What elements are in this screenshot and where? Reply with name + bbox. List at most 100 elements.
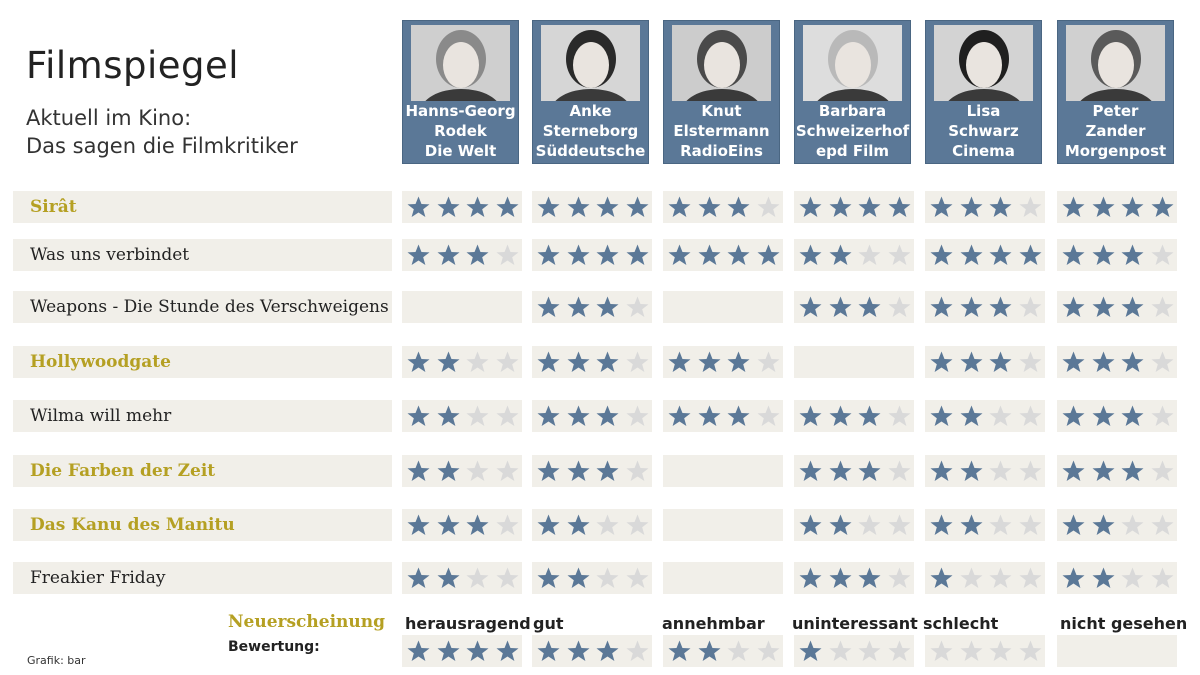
critic-name: Lisa Schwarz Cinema: [926, 101, 1041, 161]
star-empty-icon: [626, 351, 649, 373]
star-filled-icon: [407, 567, 430, 589]
star-filled-icon: [1092, 567, 1115, 589]
star-filled-icon: [596, 196, 619, 218]
star-empty-icon: [1019, 567, 1042, 589]
star-filled-icon: [1062, 405, 1085, 427]
star-filled-icon: [1121, 244, 1144, 266]
rating-cell: [663, 509, 783, 541]
star-filled-icon: [668, 405, 691, 427]
star-empty-icon: [496, 460, 519, 482]
rating-cell: [402, 509, 522, 541]
star-filled-icon: [1121, 405, 1144, 427]
star-filled-icon: [799, 567, 822, 589]
star-filled-icon: [537, 244, 560, 266]
star-filled-icon: [407, 405, 430, 427]
star-filled-icon: [1062, 514, 1085, 536]
legend-level-label: annehmbar: [662, 614, 765, 633]
source-credit: Grafik: bar: [27, 654, 86, 667]
star-empty-icon: [1121, 514, 1144, 536]
star-filled-icon: [1151, 196, 1174, 218]
star-filled-icon: [596, 460, 619, 482]
rating-cell: [794, 562, 914, 594]
rating-cell: [532, 239, 652, 271]
star-filled-icon: [698, 196, 721, 218]
rating-cell: [925, 291, 1045, 323]
critic-name-line: Knut: [701, 102, 742, 120]
rating-cell: [1057, 346, 1177, 378]
critic-outlet: Morgenpost: [1064, 142, 1167, 160]
star-filled-icon: [596, 351, 619, 373]
star-filled-icon: [596, 640, 619, 662]
star-empty-icon: [989, 640, 1012, 662]
critic-name-line: Anke: [569, 102, 612, 120]
star-filled-icon: [567, 567, 590, 589]
star-filled-icon: [930, 296, 953, 318]
star-empty-icon: [888, 405, 911, 427]
star-empty-icon: [1151, 296, 1174, 318]
star-filled-icon: [407, 460, 430, 482]
star-filled-icon: [437, 567, 460, 589]
star-filled-icon: [960, 514, 983, 536]
critic-outlet: epd Film: [815, 142, 890, 160]
legend-new-release-label: Neuerscheinung: [228, 612, 386, 632]
critic-photo: [1066, 25, 1165, 101]
star-filled-icon: [437, 460, 460, 482]
star-filled-icon: [567, 640, 590, 662]
star-filled-icon: [799, 196, 822, 218]
star-empty-icon: [1151, 351, 1174, 373]
rating-cell: [663, 291, 783, 323]
rating-cell: [402, 291, 522, 323]
star-empty-icon: [1019, 196, 1042, 218]
star-empty-icon: [930, 640, 953, 662]
rating-cell: [794, 509, 914, 541]
critic-name-line: Barbara: [818, 102, 887, 120]
critic-name-line: Sterneborg: [542, 122, 639, 140]
star-filled-icon: [888, 196, 911, 218]
star-filled-icon: [537, 514, 560, 536]
rating-cell: [532, 400, 652, 432]
star-filled-icon: [567, 244, 590, 266]
star-filled-icon: [407, 196, 430, 218]
critic-photo: [803, 25, 902, 101]
rating-cell: [1057, 509, 1177, 541]
star-filled-icon: [960, 405, 983, 427]
star-filled-icon: [930, 351, 953, 373]
star-filled-icon: [437, 514, 460, 536]
star-empty-icon: [626, 567, 649, 589]
star-empty-icon: [1151, 514, 1174, 536]
star-empty-icon: [466, 405, 489, 427]
star-filled-icon: [537, 640, 560, 662]
star-filled-icon: [626, 244, 649, 266]
rating-cell: [925, 509, 1045, 541]
star-filled-icon: [1092, 196, 1115, 218]
critic-card: Anke Sterneborg Süddeutsche: [532, 20, 649, 164]
legend-rating-cell: [794, 635, 914, 667]
star-filled-icon: [829, 405, 852, 427]
film-title: Was uns verbindet: [13, 239, 392, 271]
star-empty-icon: [466, 351, 489, 373]
critic-name: Anke Sterneborg Süddeutsche: [533, 101, 648, 161]
star-filled-icon: [829, 244, 852, 266]
star-filled-icon: [727, 244, 750, 266]
star-empty-icon: [960, 567, 983, 589]
star-empty-icon: [1151, 244, 1174, 266]
star-filled-icon: [537, 460, 560, 482]
star-empty-icon: [989, 514, 1012, 536]
critic-card: Lisa Schwarz Cinema: [925, 20, 1042, 164]
star-filled-icon: [537, 567, 560, 589]
star-filled-icon: [567, 514, 590, 536]
rating-cell: [925, 400, 1045, 432]
star-filled-icon: [596, 405, 619, 427]
legend-level-label: herausragend: [405, 614, 531, 633]
star-filled-icon: [1121, 196, 1144, 218]
star-filled-icon: [466, 514, 489, 536]
star-filled-icon: [960, 296, 983, 318]
star-filled-icon: [960, 351, 983, 373]
star-filled-icon: [1092, 514, 1115, 536]
star-empty-icon: [858, 640, 881, 662]
rating-cell: [794, 191, 914, 223]
star-empty-icon: [858, 244, 881, 266]
star-filled-icon: [407, 244, 430, 266]
star-filled-icon: [960, 196, 983, 218]
film-title: Das Kanu des Manitu: [13, 509, 392, 541]
